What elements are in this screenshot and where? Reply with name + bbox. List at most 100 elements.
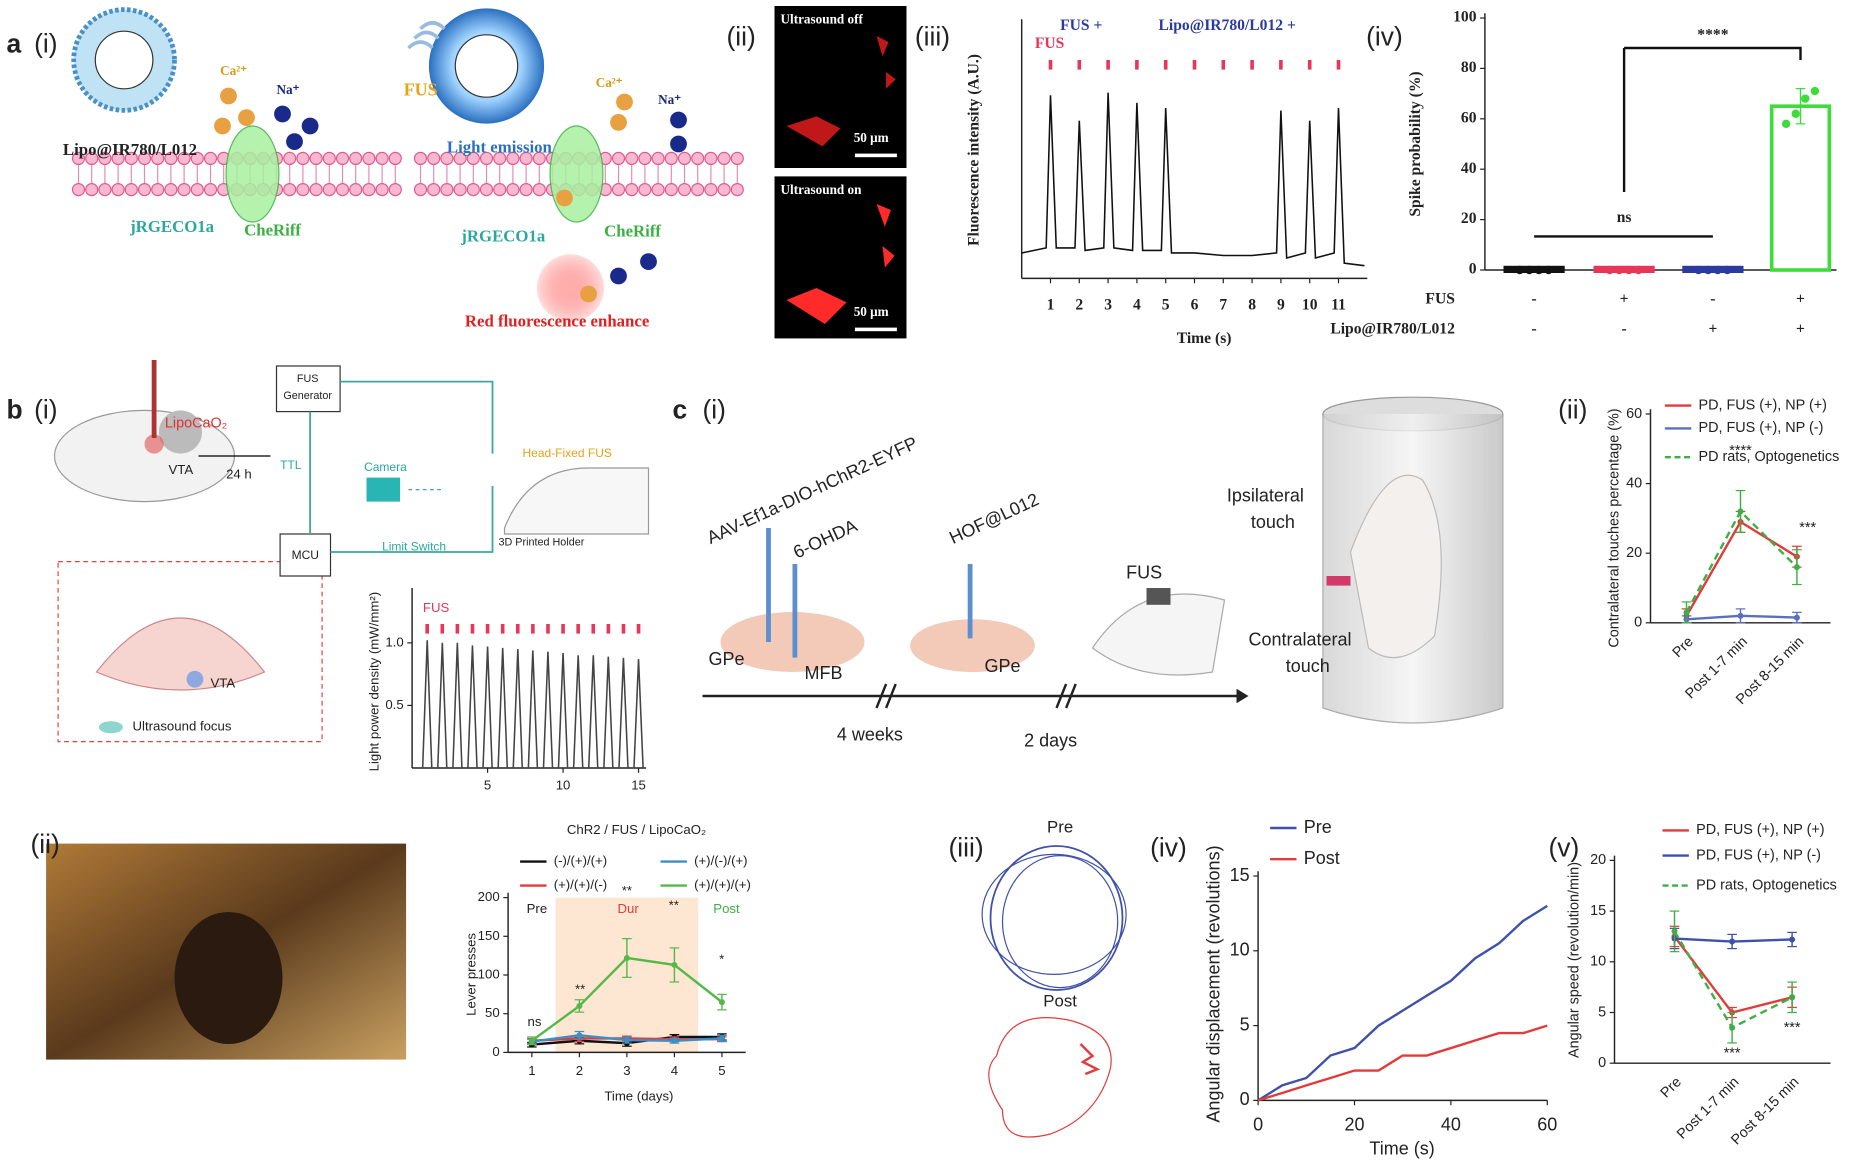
stimulus-marker [500,624,505,634]
label: touch [1286,656,1330,676]
label: 4 weeks [837,724,903,744]
y-tick-label: 60 [1461,109,1477,126]
panel-label: (ii) [727,21,756,51]
lipid-head [440,151,454,165]
legend-label: PD rats, Optogenetics [1699,449,1840,465]
data-point [1729,1024,1736,1031]
annotation: *** [1784,1020,1801,1036]
label: 24 h [226,467,252,482]
stimulus-marker [591,624,596,634]
label: CheRiff [244,220,301,239]
annotation: * [719,951,724,966]
x-tick-label: 7 [1219,297,1227,314]
data-point [623,1037,630,1044]
panel-label: (i) [703,395,726,425]
lipid-head [651,183,665,197]
label: Red fluorescence enhance [465,312,650,331]
y-tick-label: 5 [1598,1004,1606,1020]
y-axis-label: Light power density (mW/mm²) [366,592,381,772]
stimulus-marker [621,624,626,634]
injection-site [144,434,164,454]
rat [1349,474,1442,659]
y-tick-label: 15 [1230,865,1250,885]
lipid-head [203,183,218,197]
label: Camera [364,460,407,474]
na-ion [640,253,657,270]
channel [225,125,280,223]
x-axis-label: Time (days) [604,1088,673,1103]
data-point [1793,614,1800,621]
annotation: Lipo@IR780/L012 + [1159,17,1296,34]
stimulus-marker [1279,60,1283,70]
row-value: - [1531,291,1536,308]
trajectory [989,845,1124,991]
x-axis-label: Time (s) [1369,1138,1434,1158]
legend-label: PD, FUS (+), NP (+) [1699,397,1827,413]
legend-label: (-)/(+)/(+) [554,853,607,868]
timeline-arrow [1236,688,1249,704]
panel-label: b [7,395,23,425]
trajectory [1079,1043,1101,1076]
mouse-ear [158,410,203,454]
lipid-head [151,151,165,165]
stimulus-marker [1077,60,1082,70]
label: Pre [1047,817,1073,836]
lipid-head [309,183,323,197]
y-tick-label: 20 [1461,210,1477,227]
data-point [718,999,725,1006]
x-tick-label: 5 [1162,297,1170,314]
lipid-head [190,151,204,165]
x-tick-label: 2 [576,1063,583,1078]
label: Post [1043,991,1077,1010]
y-tick-label: 40 [1461,160,1477,177]
label: TTL [280,458,302,472]
annotation: ** [575,981,585,996]
x-tick-label: 9 [1277,297,1285,314]
lipid-head [625,151,639,165]
lipid-head [506,183,520,197]
ca-ion [214,117,231,135]
chart: 0.5 1.0 5 10 15 Light power density (mW/mm²) F… [366,588,647,792]
y-axis-label: Fluorescence intensity (A.U.) [965,54,982,246]
paw-mark [1326,576,1351,586]
stimulus-marker [455,624,460,634]
label: VTA [211,675,236,690]
y-tick-label: 60 [1626,406,1642,422]
legend-label: PD, FUS (+), NP (-) [1699,420,1824,436]
na-ion [670,111,687,129]
lipid-head [375,183,389,197]
box [275,365,341,413]
stimulus-marker [515,624,520,634]
x-tick-label: 60 [1537,1114,1557,1134]
x-tick-label: 1 [528,1063,535,1078]
label: CheRiff [604,222,661,241]
lipid-head [177,151,191,165]
stimulus-marker [1250,60,1254,70]
ca-ion [580,285,597,303]
lipid-head [190,183,204,197]
label: Ultrasound focus [133,719,232,734]
data-point [1810,86,1820,96]
stimulus-marker [606,624,611,634]
stimulus-marker [1192,60,1197,70]
lipid-head [493,151,507,165]
lipid-head [479,183,494,197]
y-tick-label: 0 [1634,615,1642,631]
lipid-head [730,183,744,197]
label: MFB [805,663,843,683]
cell [786,204,895,324]
liposome-core [94,30,154,90]
lipid-head [466,151,480,165]
na-ion [286,133,303,150]
data-point [1694,265,1703,275]
data-point [1615,265,1624,275]
panel-label: a [7,29,22,59]
legend-label: PD, FUS (+), NP (-) [1696,847,1821,863]
label: Ipsilateral [1227,486,1304,506]
panel-label: c [673,395,688,425]
scale-bar [854,153,897,158]
panel-label: (iii) [949,833,984,863]
data-point [1789,994,1796,1001]
lipid-head [124,151,138,165]
